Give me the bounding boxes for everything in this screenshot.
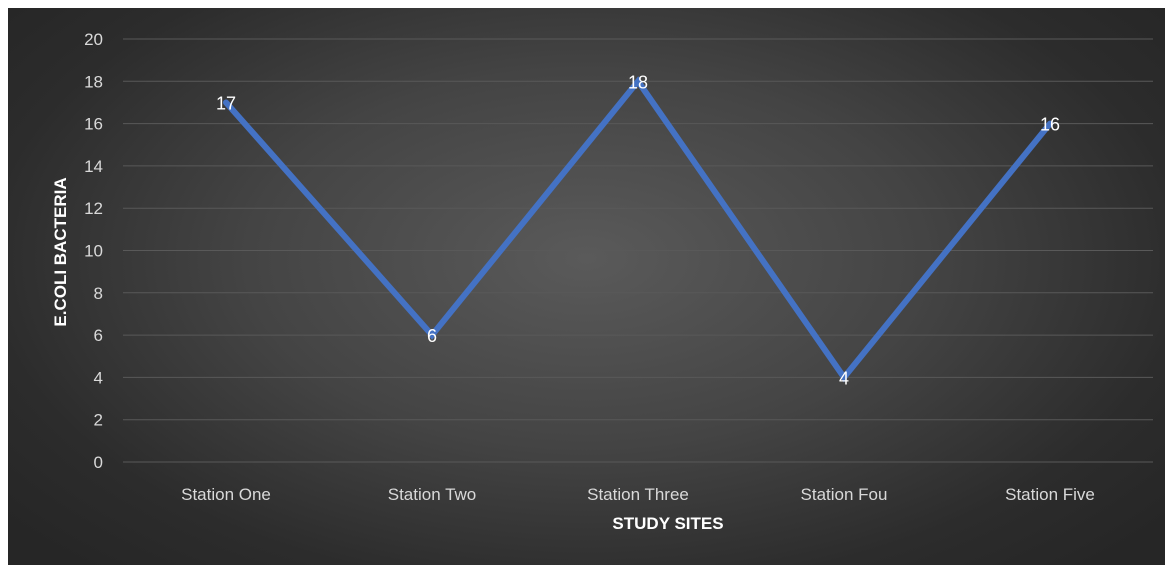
y-tick-label: 4: [94, 368, 103, 387]
y-tick-label: 14: [84, 157, 103, 176]
y-tick-label: 2: [94, 411, 103, 430]
x-tick-label: Station Three: [587, 485, 689, 504]
series-layer: [223, 76, 1053, 383]
y-tick-label: 0: [94, 453, 103, 472]
data-label: 4: [839, 368, 849, 388]
series-line: [223, 76, 1053, 383]
y-tick-label: 12: [84, 199, 103, 218]
data-point: [431, 334, 433, 337]
chart-area: 0 2 4 6 8 10 12 14 16 18 20 Station One Station Two…: [8, 8, 1165, 565]
data-point: [225, 101, 227, 104]
x-tick-label: Station Two: [388, 485, 477, 504]
y-tick-label: 8: [94, 284, 103, 303]
data-point: [637, 80, 639, 83]
data-point: [1049, 122, 1051, 125]
y-tick-label: 18: [84, 72, 103, 91]
x-axis-title: STUDY SITES: [612, 514, 723, 533]
data-labels: 17 6 18 4 16: [216, 72, 1060, 388]
y-tick-label: 20: [84, 30, 103, 49]
y-tick-label: 10: [84, 242, 103, 261]
gridlines: [123, 38, 1153, 463]
data-label: 16: [1040, 115, 1060, 135]
x-axis-ticks: Station One Station Two Station Three Stati…: [181, 485, 1095, 504]
y-tick-label: 16: [84, 115, 103, 134]
data-label: 18: [628, 72, 648, 92]
data-label: 6: [427, 326, 437, 346]
x-tick-label: Station Fou: [801, 485, 888, 504]
y-axis-title: E.COLI BACTERIA: [51, 177, 70, 326]
data-label: 17: [216, 93, 236, 113]
x-tick-label: Station Five: [1005, 485, 1095, 504]
y-tick-label: 6: [94, 326, 103, 345]
data-point: [843, 376, 845, 379]
line-chart: 0 2 4 6 8 10 12 14 16 18 20 Station One Station Two…: [51, 30, 1153, 533]
x-tick-label: Station One: [181, 485, 271, 504]
y-axis-ticks: 0 2 4 6 8 10 12 14 16 18 20: [84, 30, 103, 472]
